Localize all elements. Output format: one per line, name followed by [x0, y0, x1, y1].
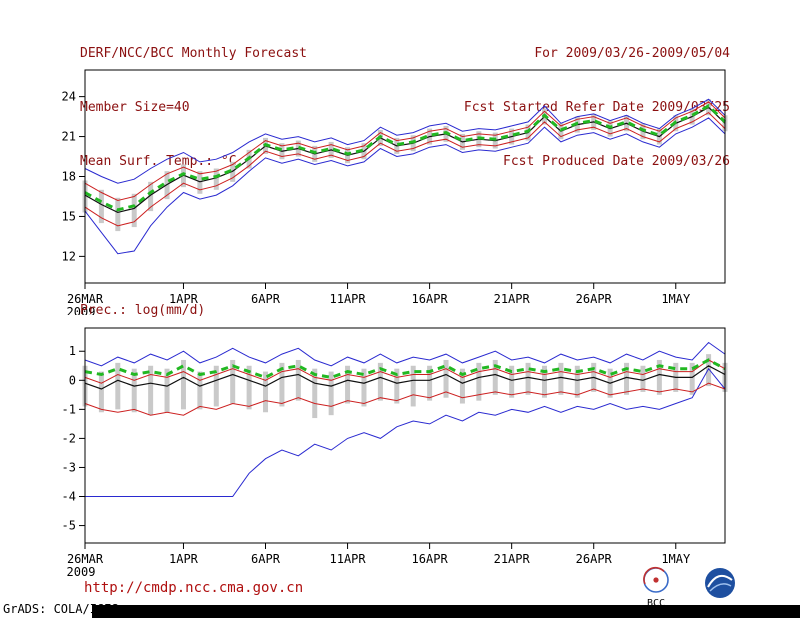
- svg-text:-4: -4: [62, 490, 76, 504]
- bcc-logo-label: BCC: [647, 598, 665, 609]
- svg-text:-3: -3: [62, 460, 76, 474]
- grads-credit: GrADS: COLA/IGES: [3, 602, 119, 616]
- svg-text:2009: 2009: [67, 565, 96, 576]
- svg-text:-5: -5: [62, 519, 76, 533]
- svg-text:24: 24: [62, 90, 76, 104]
- bcc-logo: BCC: [643, 566, 669, 609]
- svg-text:26MAR: 26MAR: [67, 552, 104, 566]
- svg-text:11APR: 11APR: [330, 552, 367, 566]
- plot-title: DERF/NCC/BCC Monthly Forecast: [80, 46, 307, 61]
- footer-logos: BCC: [643, 566, 735, 609]
- svg-text:16APR: 16APR: [412, 292, 449, 306]
- svg-text:6APR: 6APR: [251, 292, 281, 306]
- prec-variable-label: Prec.: log(mm/d): [80, 303, 206, 318]
- svg-text:26APR: 26APR: [576, 552, 613, 566]
- svg-text:1APR: 1APR: [169, 292, 199, 306]
- svg-text:15: 15: [62, 209, 76, 223]
- svg-text:12: 12: [62, 249, 76, 263]
- svg-text:1MAY: 1MAY: [661, 292, 691, 306]
- svg-text:21: 21: [62, 130, 76, 144]
- svg-text:0: 0: [69, 373, 76, 387]
- svg-text:11APR: 11APR: [330, 292, 367, 306]
- header-left: DERF/NCC/BCC Monthly Forecast Member Siz…: [80, 9, 307, 207]
- svg-text:-2: -2: [62, 431, 76, 445]
- source-url: http://cmdp.ncc.cma.gov.cn: [84, 580, 304, 596]
- svg-text:1MAY: 1MAY: [661, 552, 691, 566]
- svg-text:2009: 2009: [67, 305, 96, 315]
- cma-logo: [705, 568, 735, 598]
- svg-text:1APR: 1APR: [169, 552, 199, 566]
- bottom-bar: [92, 605, 800, 618]
- svg-text:26APR: 26APR: [576, 292, 613, 306]
- svg-text:16APR: 16APR: [412, 552, 449, 566]
- svg-text:21APR: 21APR: [494, 552, 531, 566]
- member-size-label: Member Size=40: [80, 100, 190, 115]
- produced-date-label: Fcst Produced Date 2009/03/26: [503, 154, 730, 169]
- temp-variable-label: Mean Surf. Temp.: °C: [80, 154, 237, 169]
- svg-text:-1: -1: [62, 402, 76, 416]
- svg-text:26MAR: 26MAR: [67, 292, 104, 306]
- forecast-range-label: For 2009/03/26-2009/05/04: [534, 46, 730, 61]
- svg-text:18: 18: [62, 170, 76, 184]
- svg-text:1: 1: [69, 344, 76, 358]
- header-right: For 2009/03/26-2009/05/04 Fcst Started R…: [464, 9, 730, 207]
- svg-text:6APR: 6APR: [251, 552, 281, 566]
- svg-text:21APR: 21APR: [494, 292, 531, 306]
